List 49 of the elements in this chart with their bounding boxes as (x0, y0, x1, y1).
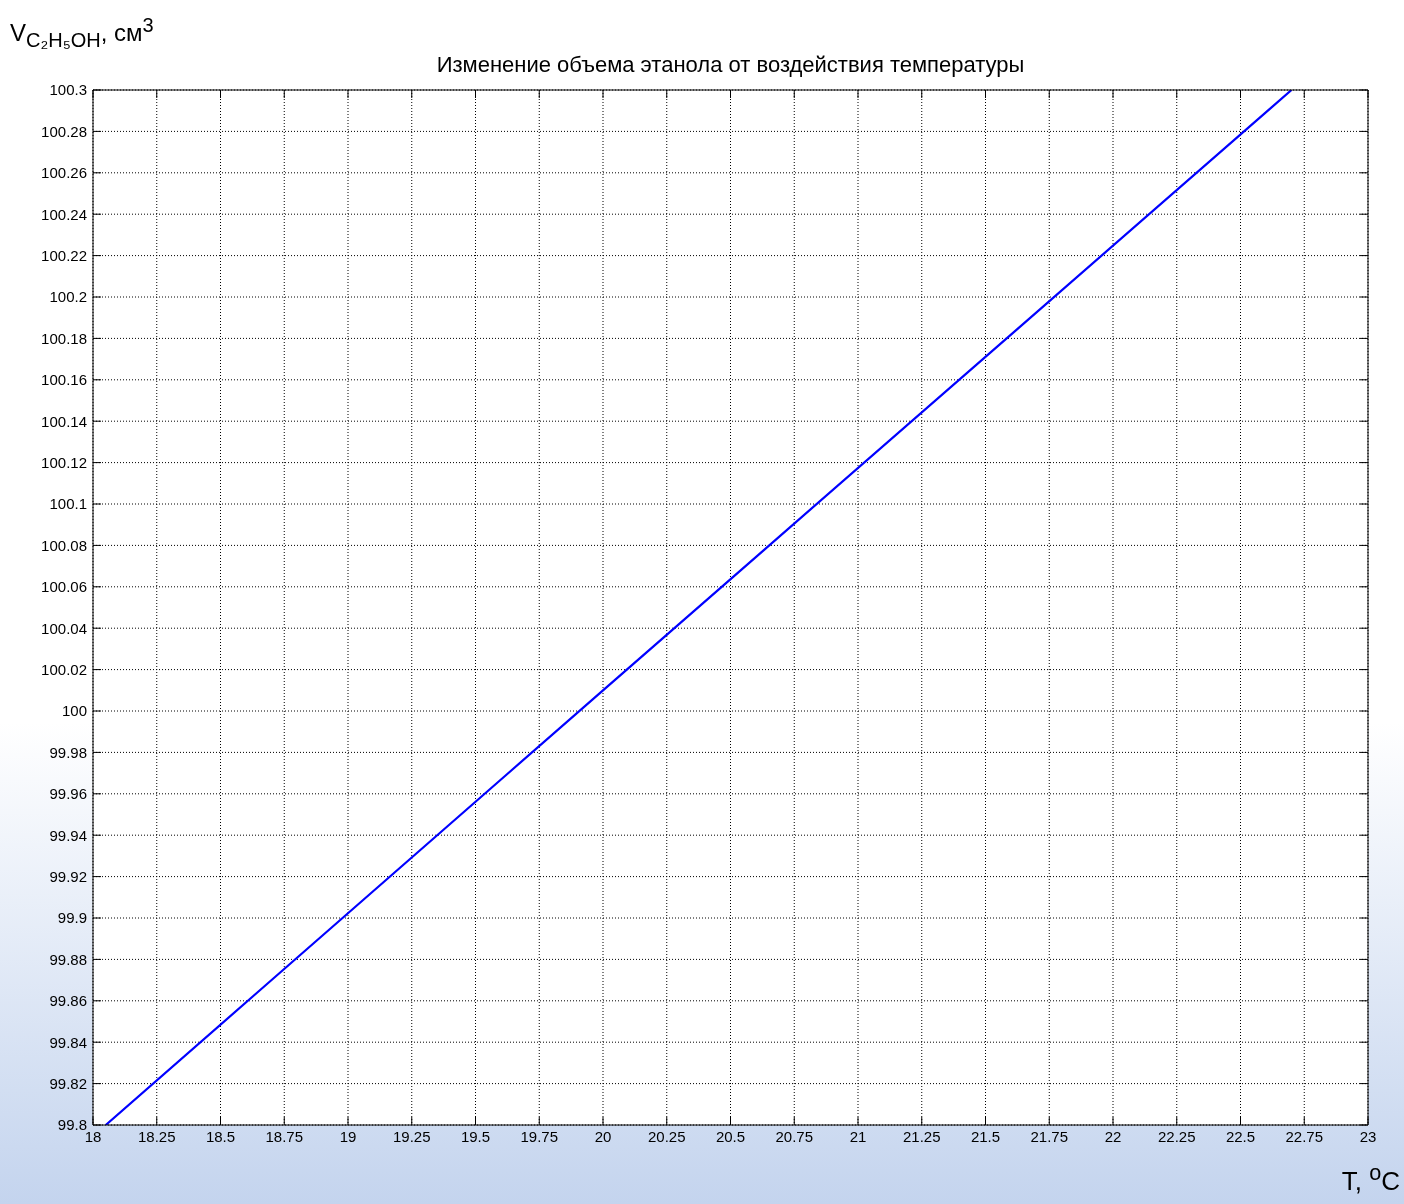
x-axis-title: T, $^{o}$C (1341, 1160, 1400, 1197)
y-tick-label: 99.94 (49, 826, 87, 844)
y-tick-label: 99.86 (49, 992, 87, 1010)
chart-title: Изменение объема этанола от воздействия температуры (435, 52, 1026, 78)
x-tick-label: 19.25 (392, 1127, 431, 1145)
x-tick-label: 22.25 (1157, 1127, 1196, 1145)
x-tick-label: 18.25 (137, 1127, 176, 1145)
y-tick-label: 99.96 (49, 785, 87, 803)
x-tick-label: 22.75 (1285, 1127, 1324, 1145)
y-tick-label: 99.8 (57, 1116, 87, 1134)
x-tick-label: 20 (594, 1127, 612, 1145)
x-tick-label: 21.5 (970, 1127, 1001, 1145)
y-tick-label: 100.28 (41, 122, 87, 140)
y-tick-label: 100.18 (41, 329, 87, 347)
x-tick-label: 18.75 (265, 1127, 304, 1145)
x-tick-label: 21.75 (1030, 1127, 1069, 1145)
x-tick-label: 22.5 (1225, 1127, 1256, 1145)
y-tick-label: 100.3 (49, 81, 87, 99)
y-tick-label: 100.22 (41, 246, 87, 264)
x-tick-label: 18.5 (205, 1127, 236, 1145)
x-tick-label: 23 (1359, 1127, 1377, 1145)
x-tick-label: 22 (1104, 1127, 1122, 1145)
y-tick-label: 100.02 (41, 660, 87, 678)
x-tick-label: 21.25 (902, 1127, 941, 1145)
y-tick-label: 100.24 (41, 205, 87, 223)
y-tick-label: 100.06 (41, 578, 87, 596)
x-tick-label: 20.5 (715, 1127, 746, 1145)
x-tick-label: 20.75 (775, 1127, 814, 1145)
y-tick-label: 99.82 (49, 1074, 87, 1092)
y-tick-label: 100 (61, 702, 87, 720)
x-tick-label: 21 (849, 1127, 867, 1145)
y-tick-label: 99.98 (49, 743, 87, 761)
y-tick-label: 99.9 (57, 909, 87, 927)
x-tick-label: 19 (339, 1127, 357, 1145)
x-tick-label: 19.5 (460, 1127, 491, 1145)
y-axis-title: V$_{C₂H₅OH}$, см$^{3}$ (10, 14, 154, 52)
y-tick-label: 100.26 (41, 164, 87, 182)
y-tick-label: 100.12 (41, 453, 87, 471)
y-tick-label: 100.08 (41, 536, 87, 554)
y-tick-label: 100.14 (41, 412, 87, 430)
x-tick-label: 19.75 (520, 1127, 559, 1145)
y-tick-label: 100.1 (49, 495, 87, 513)
y-tick-label: 100.2 (49, 288, 87, 306)
y-tick-label: 99.88 (49, 950, 87, 968)
x-tick-label: 20.25 (647, 1127, 686, 1145)
y-tick-label: 100.04 (41, 619, 87, 637)
y-tick-label: 100.16 (41, 371, 87, 389)
y-tick-label: 99.84 (49, 1033, 87, 1051)
y-tick-label: 99.92 (49, 867, 87, 885)
